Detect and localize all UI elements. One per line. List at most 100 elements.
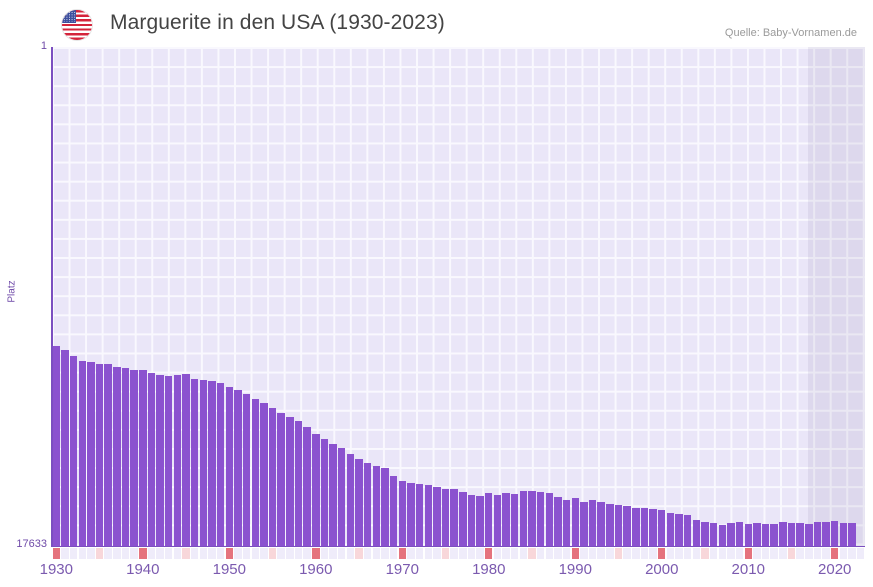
x-axis-tick [208,548,216,559]
x-axis-tick [69,548,78,559]
bar [848,522,856,546]
bar [389,476,398,546]
bar [779,521,787,546]
bar [649,508,657,546]
x-axis-tick [528,548,536,559]
x-axis-tick [398,548,406,559]
bar [459,492,467,546]
x-axis-tick [216,548,225,559]
x-axis-tick [147,548,156,559]
bar [683,514,692,546]
bar [727,523,735,546]
x-axis-tick-label: 1980 [472,561,506,578]
x-axis-tick [675,548,683,559]
bar [623,506,631,546]
y-axis-line [51,47,53,547]
x-axis-tick [623,548,631,559]
x-axis-tick [580,548,588,559]
x-axis-tick [381,548,389,559]
x-axis-tick [787,548,796,559]
x-axis-tick [502,548,510,559]
x-axis-tick [459,548,467,559]
x-axis-tick-strip [52,548,865,559]
bar [242,394,251,546]
bar [363,463,372,546]
bar [519,490,528,546]
x-axis-tick [407,548,415,559]
bar [424,484,432,546]
x-axis-tick [225,548,234,559]
x-axis-tick [510,548,519,559]
bar [485,493,493,546]
x-axis-tick [199,548,208,559]
x-axis-tick [389,548,398,559]
x-axis-tick [87,548,95,559]
x-axis-tick [467,548,476,559]
bar [753,522,761,546]
x-axis-tick-label: 2010 [731,561,765,578]
bar [476,495,484,546]
x-axis-tick [632,548,640,559]
bar [467,495,476,546]
x-axis-tick [753,548,761,559]
x-axis-tick [286,548,294,559]
source-attribution: Quelle: Baby-Vornamen.de [724,27,857,39]
x-axis-tick [649,548,657,559]
bar [770,523,778,546]
x-axis-tick [813,548,822,559]
x-axis-tick [666,548,675,559]
bar [415,484,424,546]
bar [95,364,104,546]
bar [709,523,718,546]
bar [294,421,303,546]
bar [251,398,259,546]
bar [312,433,320,546]
y-axis-top-tick-label: 1 [40,40,47,52]
x-axis-tick [372,548,381,559]
bar [675,513,683,546]
bar [147,373,156,546]
bar [545,493,554,546]
bar [78,361,86,546]
y-axis-bottom-tick-label: 17633 [16,538,47,550]
bar [173,375,182,546]
bar [580,502,588,546]
x-axis-tick [139,548,147,559]
x-axis-tick [692,548,701,559]
bar [614,505,623,546]
x-axis-tick [173,548,182,559]
x-axis-tick [338,548,346,559]
bar [562,500,571,546]
flag-stars [62,10,76,22]
x-axis-tick [839,548,848,559]
us-flag-icon [62,10,92,40]
bar [787,522,796,546]
bar [441,488,450,546]
x-axis-tick [355,548,363,559]
bar [597,501,605,546]
bar [199,379,208,546]
bar [286,416,294,546]
bar [87,362,95,546]
bar [528,490,536,546]
bar [632,507,640,546]
x-axis-tick [822,548,830,559]
bar [104,364,112,546]
bar [588,499,597,546]
x-axis-tick [562,548,571,559]
bar [225,386,234,546]
bar [502,492,510,546]
x-axis-tick-label: 1930 [39,561,73,578]
page-title: Marguerite in den USA (1930-2023) [110,11,445,34]
x-axis-tick [312,548,320,559]
x-axis-tick [441,548,450,559]
bar [554,497,562,546]
x-axis-tick [683,548,692,559]
x-axis-tick-label: 2000 [645,561,679,578]
bar [156,375,164,546]
bar [718,524,726,546]
bar [320,438,329,546]
x-axis-tick [303,548,311,559]
x-axis-tick-label: 1990 [558,561,592,578]
